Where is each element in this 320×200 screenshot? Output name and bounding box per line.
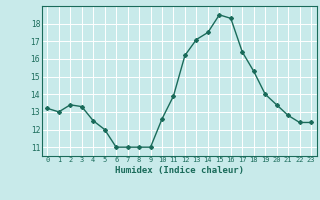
X-axis label: Humidex (Indice chaleur): Humidex (Indice chaleur) [115,166,244,175]
